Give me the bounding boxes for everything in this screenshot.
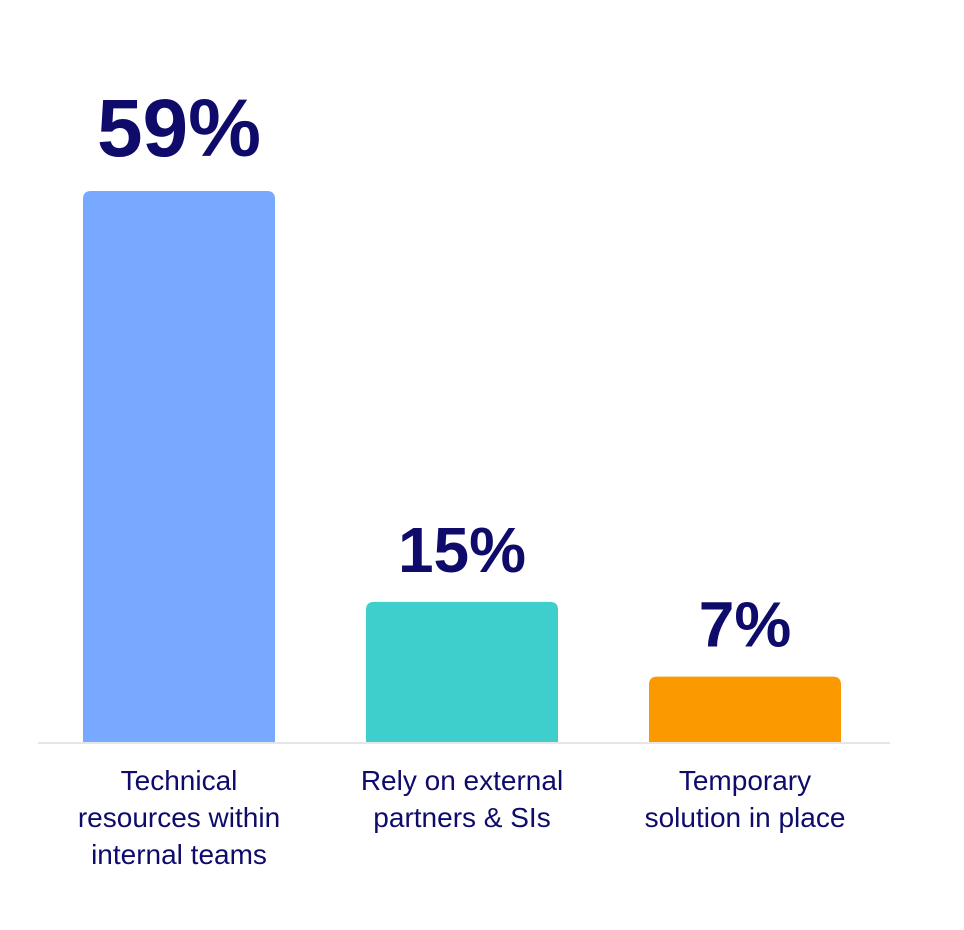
bar xyxy=(649,676,841,742)
x-tick-label: Temporary solution in place xyxy=(644,765,846,833)
bar xyxy=(83,190,275,742)
bar xyxy=(366,601,558,742)
x-tick-label: Rely on external partners & SIs xyxy=(360,765,564,833)
value-label: 7% xyxy=(699,589,792,661)
value-label: 59% xyxy=(97,83,261,174)
x-tick-label: Technical resources within internal team… xyxy=(77,765,281,870)
value-label: 15% xyxy=(398,514,526,586)
